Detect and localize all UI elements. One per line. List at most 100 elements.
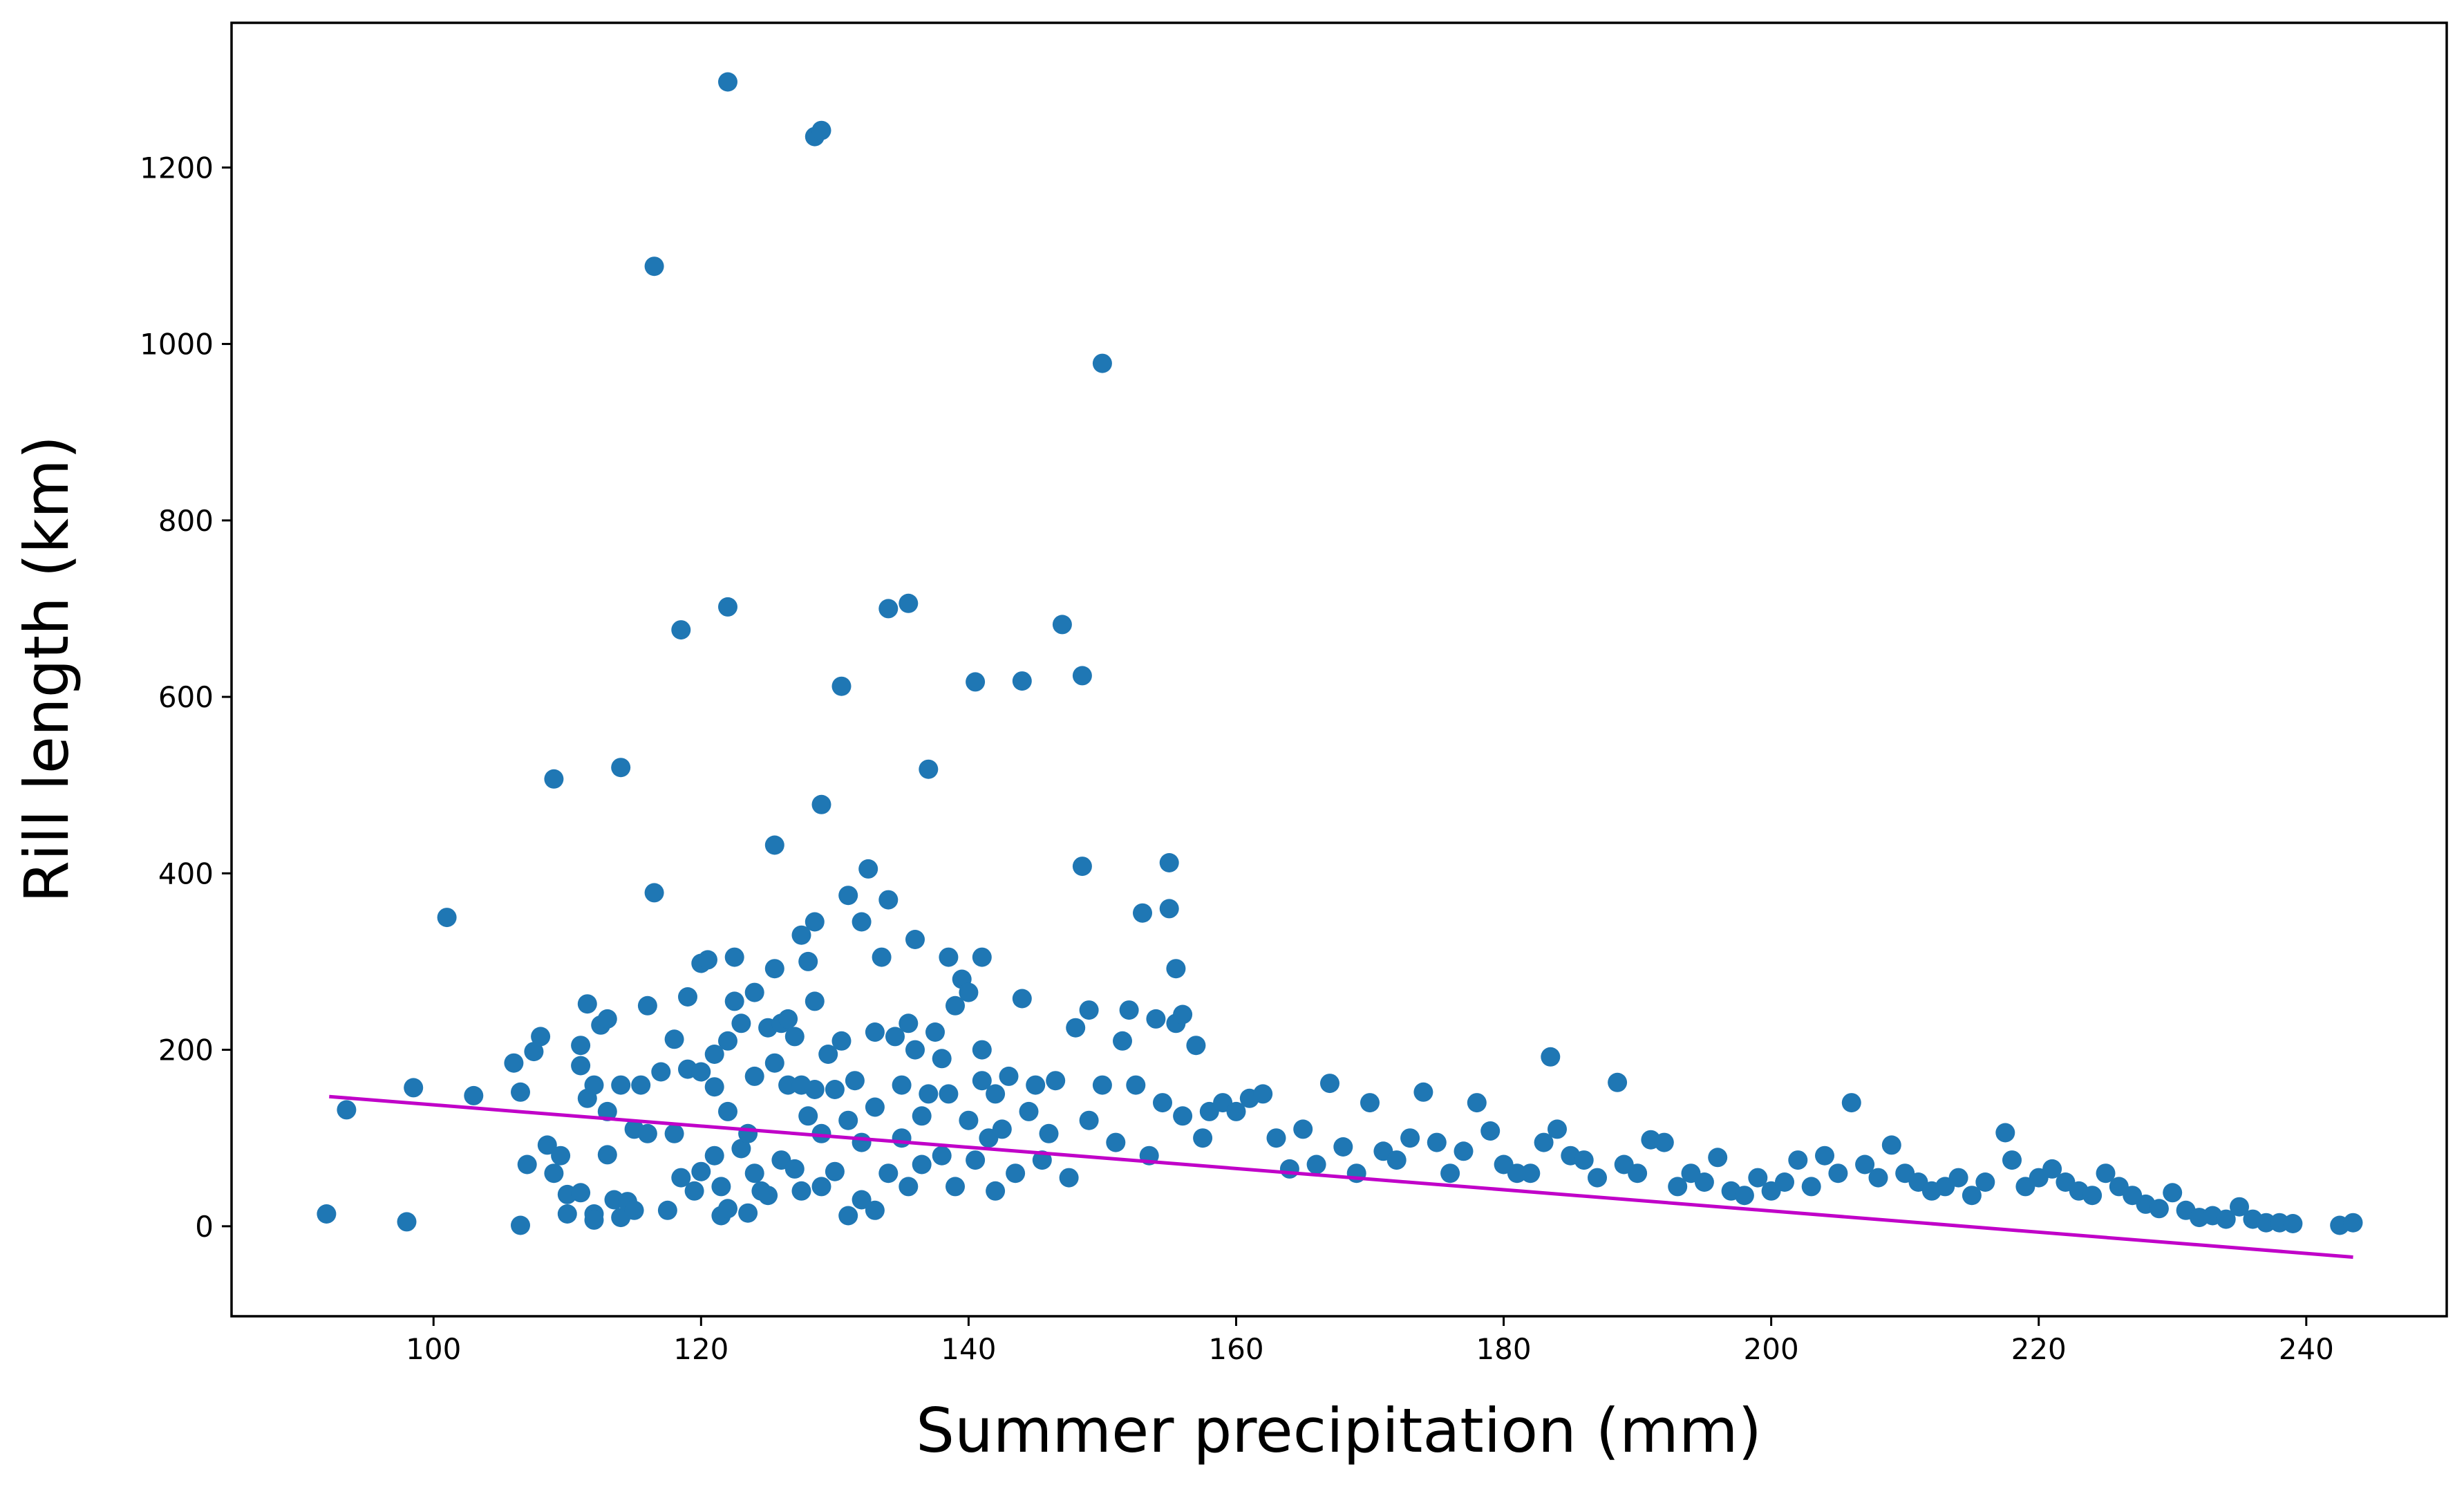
- data-point-110: [852, 1132, 872, 1152]
- data-point-106: [838, 1110, 858, 1130]
- trend-line-layer: [329, 1094, 2353, 1259]
- data-point-97: [811, 794, 831, 814]
- data-point-58: [704, 1145, 724, 1166]
- data-point-84: [778, 1075, 798, 1095]
- data-point-123: [899, 593, 919, 613]
- data-point-45: [664, 1123, 684, 1143]
- data-point-144: [972, 947, 992, 967]
- data-point-18: [557, 1204, 577, 1224]
- data-point-94: [805, 991, 825, 1011]
- data-point-124: [899, 1013, 919, 1034]
- data-point-37: [624, 1200, 644, 1220]
- data-point-165: [1079, 1000, 1099, 1020]
- data-point-119: [878, 1163, 899, 1184]
- y-tick-label-0: 0: [195, 1210, 214, 1244]
- data-point-77: [758, 1186, 778, 1206]
- data-point-111: [852, 1190, 872, 1210]
- trend-line: [329, 1094, 2353, 1259]
- data-point-237: [1881, 1135, 1901, 1155]
- data-point-243: [1962, 1186, 1982, 1206]
- data-point-70: [738, 1123, 758, 1143]
- data-point-216: [1608, 1072, 1628, 1092]
- data-point-40: [637, 1123, 657, 1143]
- data-point-44: [657, 1200, 677, 1220]
- data-point-130: [919, 759, 939, 779]
- data-point-176: [1153, 1093, 1172, 1113]
- data-point-101: [825, 1080, 845, 1099]
- data-point-169: [1106, 1132, 1126, 1152]
- data-point-112: [858, 859, 878, 879]
- data-point-242: [1948, 1168, 1968, 1188]
- data-point-262: [2216, 1209, 2236, 1229]
- data-point-206: [1480, 1121, 1501, 1141]
- data-point-28: [597, 1145, 617, 1165]
- data-point-128: [912, 1106, 932, 1126]
- data-point-145: [972, 1071, 992, 1091]
- data-point-66: [724, 947, 744, 967]
- data-point-86: [784, 1159, 805, 1179]
- data-point-269: [2343, 1213, 2363, 1233]
- data-point-212: [1548, 1119, 1567, 1139]
- data-point-151: [999, 1066, 1019, 1086]
- data-point-153: [1012, 671, 1032, 691]
- data-point-181: [1173, 1004, 1193, 1025]
- data-point-199: [1386, 1150, 1407, 1170]
- data-point-194: [1320, 1074, 1339, 1094]
- data-point-195: [1333, 1137, 1353, 1157]
- data-point-121: [892, 1128, 912, 1148]
- data-point-253: [2096, 1163, 2116, 1184]
- data-point-54: [691, 1161, 711, 1181]
- data-point-41: [644, 256, 664, 277]
- data-point-150: [992, 1119, 1012, 1139]
- data-point-15: [544, 1163, 564, 1184]
- data-point-29: [597, 1009, 617, 1029]
- data-point-166: [1079, 1110, 1099, 1130]
- data-point-47: [671, 620, 691, 640]
- data-point-163: [1072, 666, 1092, 686]
- data-point-13: [537, 1135, 557, 1155]
- data-point-91: [798, 951, 818, 971]
- data-point-129: [912, 1154, 932, 1175]
- data-point-209: [1521, 1163, 1541, 1184]
- data-point-79: [764, 959, 784, 979]
- data-point-8: [511, 1082, 530, 1102]
- data-point-53: [691, 1062, 711, 1082]
- data-point-98: [811, 1123, 831, 1143]
- data-point-24: [584, 1075, 604, 1095]
- data-point-126: [905, 930, 925, 949]
- data-point-203: [1440, 1163, 1460, 1184]
- data-point-249: [2042, 1159, 2062, 1179]
- data-point-223: [1694, 1172, 1714, 1192]
- data-point-49: [678, 987, 697, 1007]
- data-point-2: [337, 1100, 357, 1120]
- data-point-39: [637, 995, 657, 1016]
- data-point-182: [1173, 1106, 1193, 1126]
- data-point-160: [1052, 615, 1072, 635]
- data-point-102: [825, 1161, 845, 1181]
- data-point-80: [764, 1053, 784, 1073]
- data-point-143: [966, 1150, 986, 1170]
- data-point-178: [1159, 899, 1179, 919]
- data-point-175: [1146, 1009, 1166, 1029]
- data-point-57: [704, 1045, 724, 1064]
- data-point-227: [1748, 1168, 1768, 1188]
- data-point-38: [631, 1075, 651, 1095]
- data-point-26: [584, 1210, 604, 1230]
- x-tick-label-200: 200: [1744, 1332, 1799, 1366]
- data-point-157: [1032, 1150, 1052, 1170]
- y-tick-label-1200: 1200: [140, 151, 214, 185]
- data-point-137: [946, 995, 965, 1016]
- x-tick-label-220: 220: [2011, 1332, 2067, 1366]
- data-point-51: [684, 1181, 704, 1201]
- data-point-78: [764, 835, 784, 855]
- data-point-197: [1360, 1093, 1380, 1113]
- data-point-20: [571, 1056, 591, 1076]
- data-point-233: [1828, 1163, 1848, 1184]
- data-point-67: [724, 991, 744, 1011]
- data-point-161: [1059, 1168, 1079, 1188]
- data-point-179: [1166, 959, 1186, 979]
- data-point-61: [718, 72, 737, 92]
- x-axis: 100 120 140 160 180 200 220 240: [406, 1316, 2334, 1366]
- data-point-99: [811, 1177, 831, 1197]
